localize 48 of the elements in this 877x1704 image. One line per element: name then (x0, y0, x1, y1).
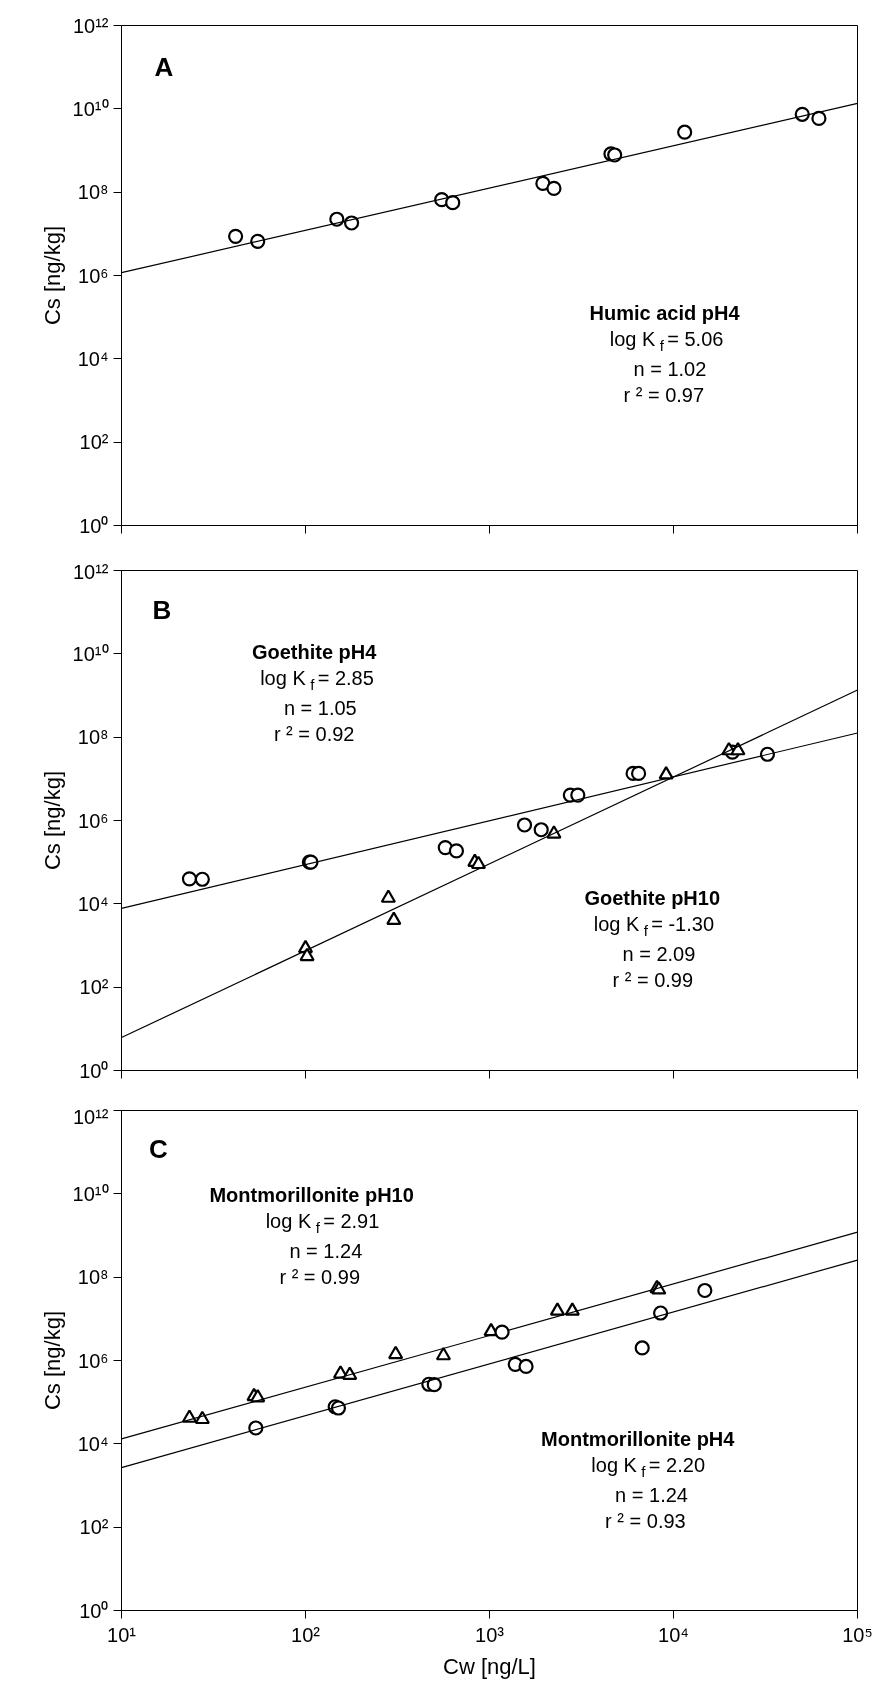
annotation: Montmorillonite pH10 (209, 1184, 414, 1207)
y-tick-label: 10⁸ (77, 726, 109, 749)
x-tick-label: 10⁴ (658, 1623, 689, 1646)
annotation: r ² = 0.99 (612, 969, 694, 991)
y-axis-title: Cs [ng/kg] (39, 1310, 65, 1411)
annotation: Goethite pH10 (584, 887, 721, 909)
y-tick-label: 10⁸ (77, 181, 109, 204)
y-tick-label: 10⁸ (77, 1266, 109, 1289)
y-tick-label: 10⁰ (79, 1059, 109, 1082)
y-tick-label: 10¹⁰ (72, 642, 109, 665)
y-tick-label: 10⁶ (78, 809, 109, 832)
y-tick-label: 10¹² (72, 560, 109, 583)
annotation: r ² = 0.97 (623, 384, 705, 406)
annotation: r ² = 0.99 (279, 1266, 361, 1289)
annotation: n = 1.24 (615, 1484, 688, 1507)
annotation: Humic acid pH4 (589, 302, 741, 324)
annotation: r ² = 0.92 (273, 723, 355, 746)
y-tick-label: 10⁴ (77, 1432, 109, 1455)
annotation: n = 1.02 (633, 358, 707, 380)
y-axis-title: Cs [ng/kg] (39, 225, 65, 326)
annotation: n = 1.05 (283, 697, 357, 720)
y-tick-label: 10² (79, 1516, 109, 1539)
annotation: n = 1.24 (289, 1240, 363, 1263)
annotation: Montmorillonite pH4 (541, 1428, 736, 1451)
x-tick-label: 10⁵ (842, 1623, 873, 1646)
annotation: B (152, 595, 172, 626)
y-tick-label: 10² (79, 976, 109, 999)
y-tick-label: 10² (79, 431, 109, 454)
annotation: Goethite pH4 (251, 641, 378, 664)
x-tick-label: 10² (291, 1623, 321, 1646)
y-tick-label: 10⁶ (78, 1349, 109, 1372)
y-tick-label: 10⁴ (77, 892, 109, 915)
x-tick-label: 10¹ (107, 1623, 137, 1646)
annotation: A (154, 52, 174, 83)
y-tick-label: 10¹² (72, 14, 109, 37)
y-tick-label: 10¹⁰ (72, 97, 109, 120)
annotation: C (148, 1133, 168, 1164)
y-tick-label: 10¹² (72, 1105, 109, 1128)
y-tick-label: 10⁰ (79, 1599, 109, 1622)
x-tick-label: 10³ (475, 1623, 505, 1646)
y-axis-title: Cs [ng/kg] (39, 770, 65, 871)
y-tick-label: 10⁴ (77, 347, 109, 370)
y-tick-label: 10¹⁰ (72, 1182, 109, 1205)
annotation: r ² = 0.93 (605, 1510, 686, 1533)
y-tick-label: 10⁶ (78, 264, 109, 287)
x-axis-title: Cw [ng/L] (443, 1653, 536, 1679)
y-tick-label: 10⁰ (79, 514, 109, 537)
annotation: n = 2.09 (622, 943, 696, 965)
